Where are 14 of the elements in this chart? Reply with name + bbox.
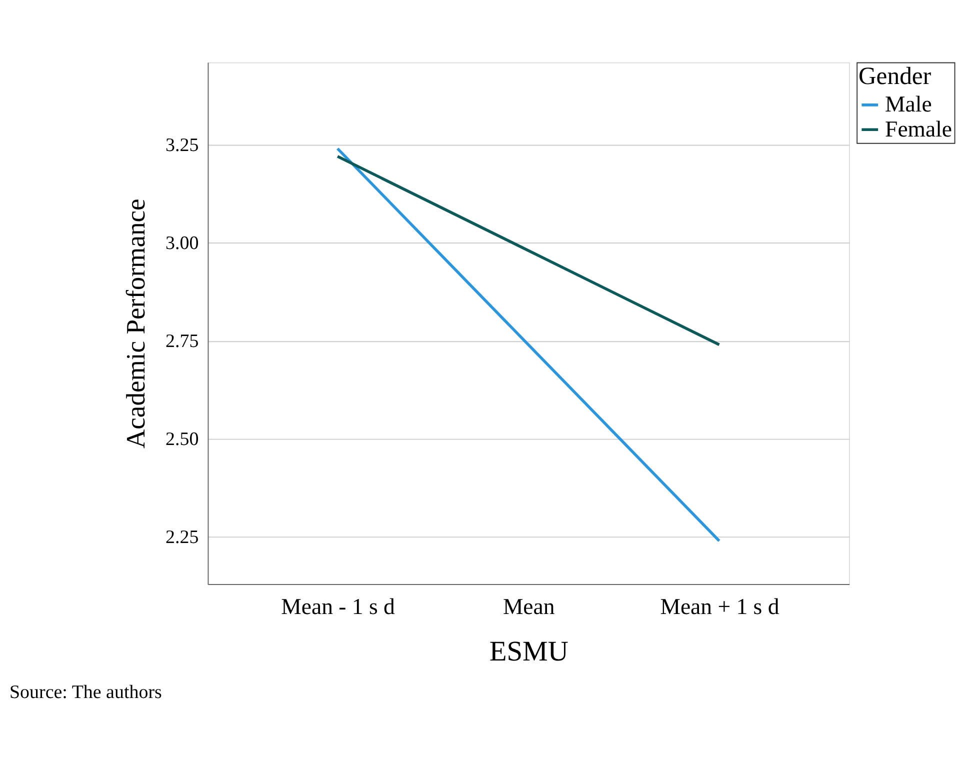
x-tick-label: Mean (502, 594, 556, 619)
source-note: Source: The authors (9, 682, 162, 703)
y-tick-label: 3.25 (166, 134, 199, 156)
y-tick-label: 3.00 (166, 232, 199, 254)
y-tick-label: 2.50 (166, 429, 199, 450)
x-axis-title: ESMU (489, 636, 568, 668)
x-tick-label: Mean + 1 s d (660, 594, 780, 619)
legend-label: Female (885, 116, 952, 142)
y-axis-title: Academic Performance (120, 198, 151, 449)
legend-title: Gender (858, 63, 932, 90)
x-tick-label: Mean - 1 s d (281, 594, 396, 619)
legend-label: Male (885, 92, 932, 117)
y-tick-label: 2.75 (166, 330, 199, 352)
y-tick-label: 2.25 (166, 527, 199, 548)
